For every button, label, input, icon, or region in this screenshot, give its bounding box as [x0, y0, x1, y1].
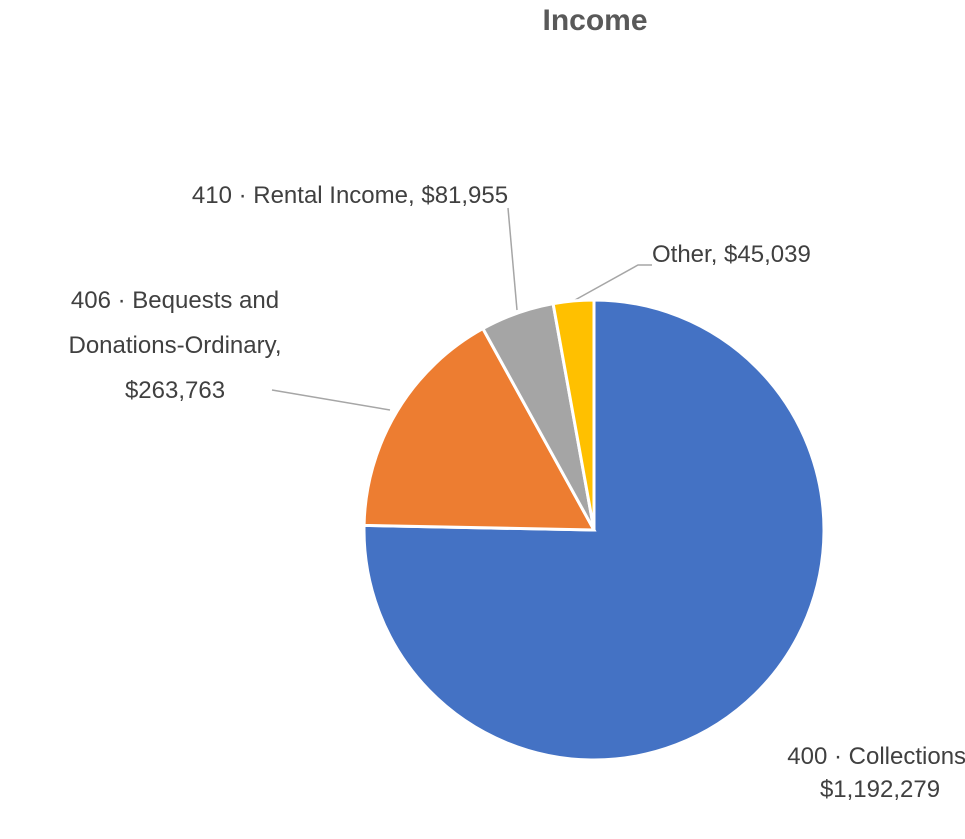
pie-slice	[362, 326, 597, 532]
category-name: 410 · Rental Income	[191, 182, 408, 209]
label-separator: ,	[274, 332, 282, 359]
data-label: 410 · Rental Income, $81,955	[180, 173, 520, 218]
label-separator: ,	[408, 182, 415, 209]
data-label: 400 · Collections, $1,192,279	[775, 740, 965, 806]
category-name: 406 · Bequests and Donations-Ordinary	[68, 287, 280, 359]
pie-slice	[551, 298, 596, 531]
value-label: $81,955	[421, 182, 509, 209]
leader-line	[507, 207, 518, 311]
chart-title: Income	[542, 4, 648, 37]
leader-line	[271, 389, 391, 411]
data-label: Other, $45,039	[652, 237, 932, 273]
category-name: Other	[652, 241, 711, 268]
label-separator: ,	[710, 241, 718, 268]
value-label: $45,039	[724, 241, 811, 268]
data-label: 406 · Bequests and Donations-Ordinary, $…	[20, 278, 330, 413]
leader-line	[574, 264, 652, 301]
value-label: $263,763	[124, 377, 226, 404]
leader-lines	[271, 207, 652, 411]
value-label: $1,192,279	[819, 776, 941, 803]
category-name: 400 · Collections	[787, 743, 965, 770]
